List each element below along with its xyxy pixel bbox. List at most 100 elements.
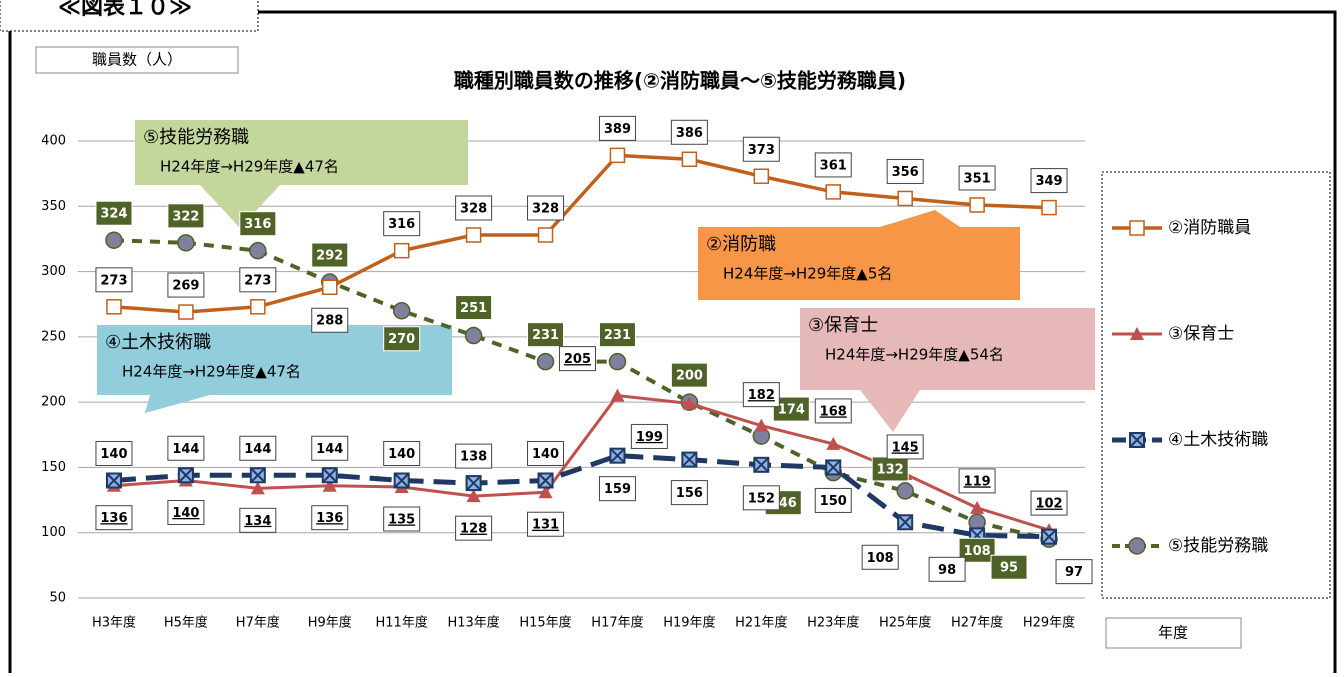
data-label: 251 (460, 301, 487, 316)
label-box (383, 211, 421, 237)
label-box (311, 505, 349, 531)
marker (178, 304, 194, 320)
marker (970, 500, 985, 514)
callout-pointer (145, 395, 210, 413)
marker (538, 485, 553, 499)
label-box (95, 440, 133, 466)
data-label: 98 (938, 563, 956, 578)
label-box (383, 440, 421, 466)
data-label: 156 (676, 486, 703, 501)
data-label: 269 (172, 279, 199, 294)
legend-marker (1129, 220, 1145, 236)
label-box (527, 322, 565, 348)
x-tick-label: H17年度 (591, 615, 643, 631)
label-box (598, 322, 636, 348)
marker (392, 301, 411, 320)
label-box (167, 435, 205, 461)
label-box (527, 440, 565, 466)
label-box (1030, 168, 1068, 194)
label-box (598, 476, 636, 502)
callout-title: ④土木技術職 (105, 332, 211, 353)
callout-text: H24年度→H29年度▲5名 (723, 265, 892, 283)
data-label: 231 (604, 328, 631, 343)
callout-box (800, 308, 1095, 390)
data-label: 324 (100, 207, 127, 222)
marker (537, 227, 554, 243)
data-label: 349 (1035, 174, 1062, 189)
data-label: 95 (1000, 561, 1018, 576)
label-box (861, 544, 899, 570)
marker-cross (394, 473, 409, 488)
data-label: 328 (532, 202, 559, 217)
legend-label: ④土木技術職 (1168, 430, 1268, 450)
y-tick-label: 150 (41, 460, 66, 475)
marker (250, 481, 265, 495)
x-tick-label: H29年度 (1023, 615, 1075, 631)
callout-pointer (860, 390, 920, 432)
label-box (814, 398, 852, 424)
label-box (239, 267, 277, 293)
data-label: 132 (877, 462, 904, 477)
data-label: 144 (244, 442, 271, 457)
marker (610, 388, 625, 402)
legend-marker (1128, 537, 1146, 555)
label-box (167, 272, 205, 298)
data-label: 200 (676, 369, 703, 384)
y-label-box (35, 46, 239, 74)
marker (393, 242, 410, 259)
marker-cross (826, 460, 840, 475)
label-box (527, 511, 565, 537)
data-label: 199 (636, 430, 663, 445)
data-label: 273 (244, 273, 271, 288)
marker (897, 190, 913, 207)
data-label: 131 (532, 518, 559, 533)
marker-cross (1130, 433, 1144, 447)
chart-title: 職種別職員数の推移(②消防職員～⑤技能労務職員) (454, 69, 906, 93)
label-box (95, 505, 133, 531)
callout-title: ②消防職 (706, 234, 776, 255)
label-box (383, 326, 421, 352)
marker (608, 352, 627, 371)
marker (322, 478, 337, 492)
callout-box (698, 227, 1020, 300)
label-box (167, 499, 205, 525)
x-tick-label: H23年度 (807, 615, 859, 631)
series-line (113, 153, 1050, 314)
legend-box (1101, 171, 1331, 599)
data-label: 231 (532, 328, 559, 343)
legend-label: ⑤技能労務職 (1168, 536, 1268, 556)
data-label: 205 (564, 352, 591, 367)
marker (753, 168, 770, 185)
label-box (958, 468, 996, 494)
label-box (958, 165, 996, 191)
label-box (239, 211, 277, 237)
data-label: 273 (100, 273, 127, 288)
data-label: 145 (892, 440, 919, 455)
data-label: 361 (820, 158, 847, 173)
x-tick-label: H21年度 (735, 615, 787, 631)
label-box (311, 435, 349, 461)
callout-text: H24年度→H29年度▲54名 (825, 346, 1004, 364)
data-label: 351 (964, 171, 991, 186)
legend-label: ③保育士 (1168, 324, 1234, 344)
x-tick-label: H7年度 (236, 615, 280, 631)
label-box (239, 507, 277, 533)
x-tick-label: H19年度 (663, 615, 715, 631)
label-box (670, 119, 708, 145)
marker (177, 234, 195, 252)
label-box (886, 434, 924, 460)
marker (826, 436, 841, 450)
data-label: 140 (532, 447, 559, 462)
y-tick-label: 100 (41, 525, 66, 540)
data-label: 316 (388, 217, 415, 232)
marker-cross (610, 448, 625, 463)
label-box (598, 115, 636, 141)
frame (8, 10, 1337, 677)
label-box (527, 195, 565, 221)
label-box (167, 203, 205, 229)
callout-text: H24年度→H29年度▲47名 (160, 158, 339, 176)
label-box (742, 485, 780, 511)
data-label: 136 (100, 511, 127, 526)
data-label: 182 (748, 388, 775, 403)
